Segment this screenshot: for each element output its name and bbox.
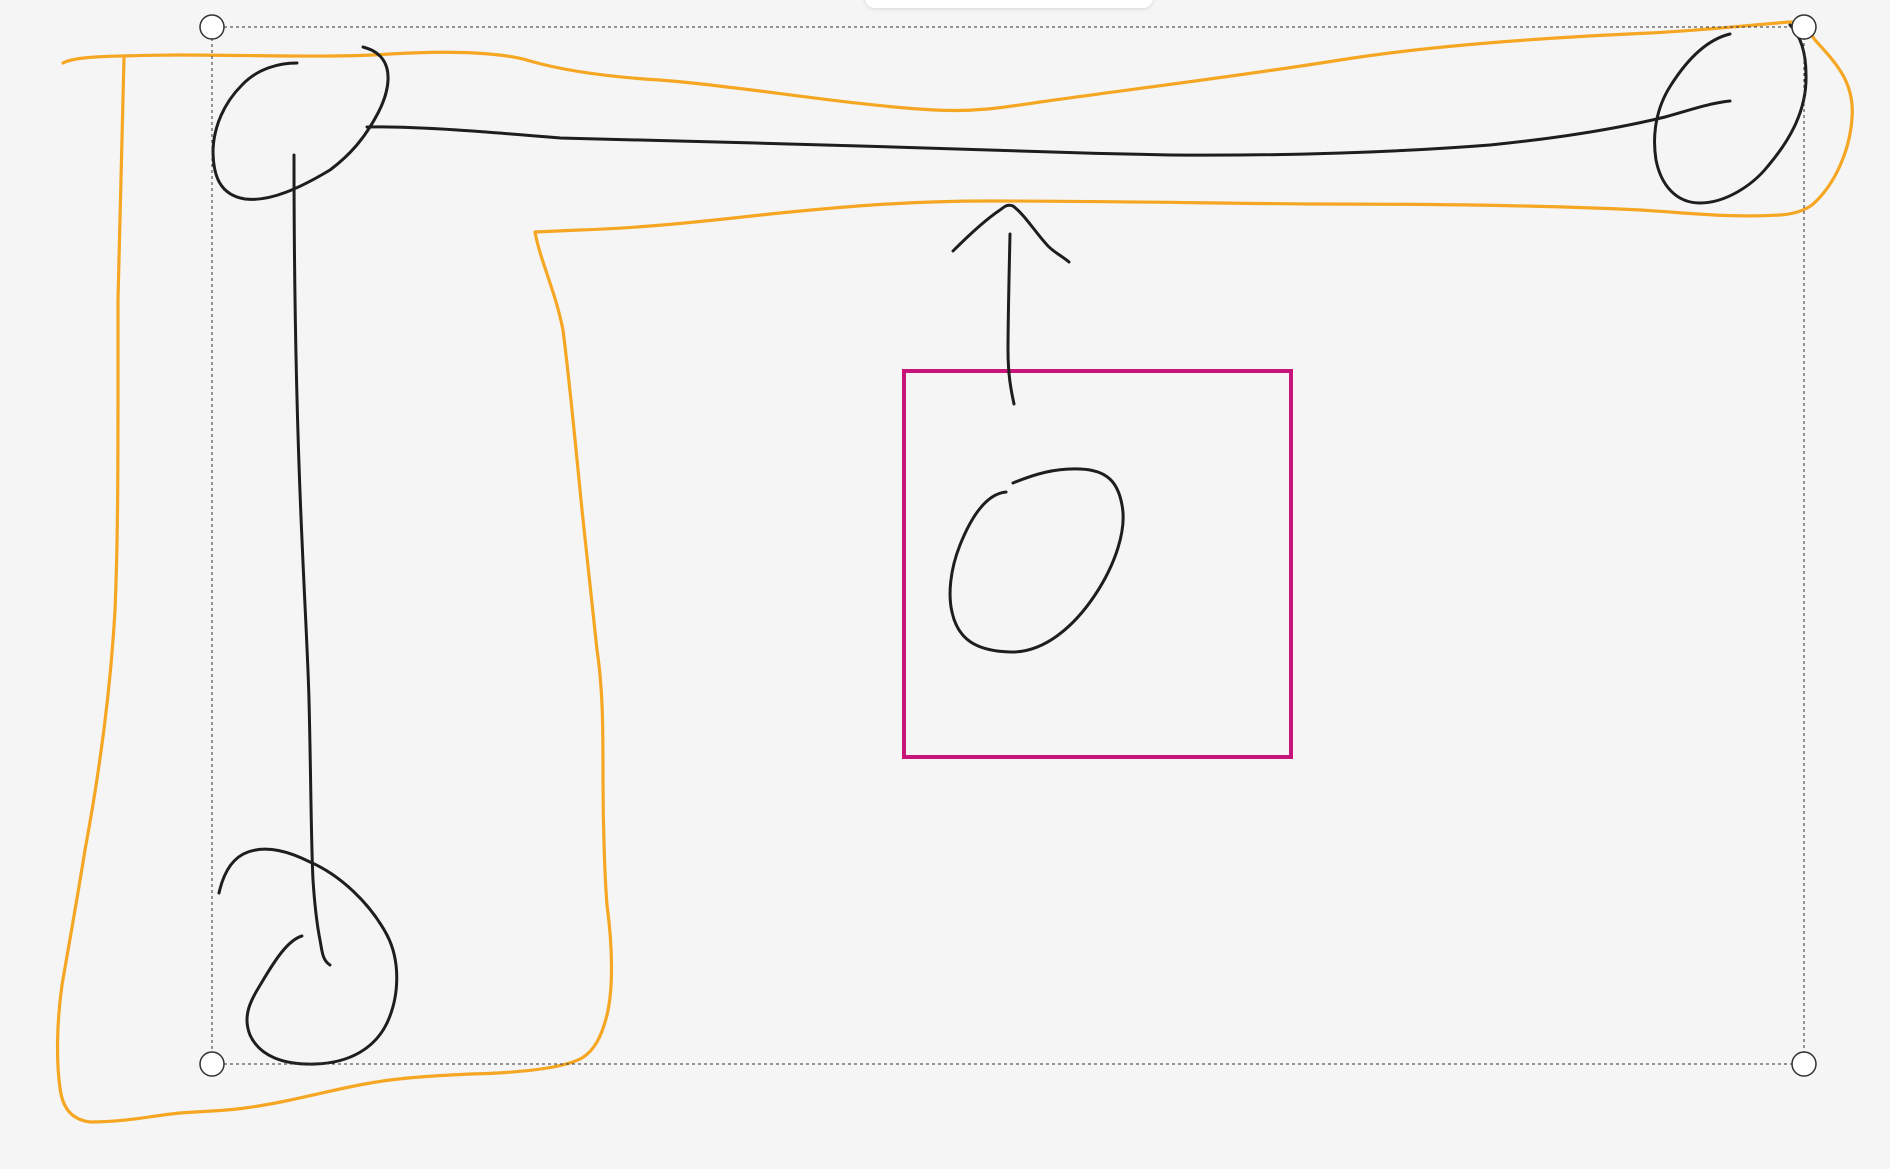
- top-left-loop-stroke[interactable]: [211, 45, 390, 201]
- bottom-left-curl-stroke[interactable]: [217, 847, 399, 1066]
- pink-frame[interactable]: [902, 369, 1293, 759]
- resize-handle-top-right[interactable]: [1791, 14, 1817, 40]
- vertical-stem-stroke[interactable]: [292, 153, 332, 967]
- arrow-head-stroke[interactable]: [951, 203, 1071, 264]
- resize-handle-bottom-right[interactable]: [1791, 1051, 1817, 1077]
- resize-handle-top-left[interactable]: [199, 14, 225, 40]
- horizontal-arm-stroke[interactable]: [365, 99, 1732, 157]
- arrow-shaft-stroke[interactable]: [1006, 232, 1016, 406]
- selection-box: [211, 26, 1805, 1065]
- top-right-loop-stroke[interactable]: [1653, 23, 1808, 205]
- orange-outline-stroke[interactable]: [55, 20, 1854, 1124]
- resize-handle-bottom-left[interactable]: [199, 1051, 225, 1077]
- inner-oval-stroke[interactable]: [948, 467, 1125, 654]
- top-toolbar-panel[interactable]: [865, 0, 1153, 8]
